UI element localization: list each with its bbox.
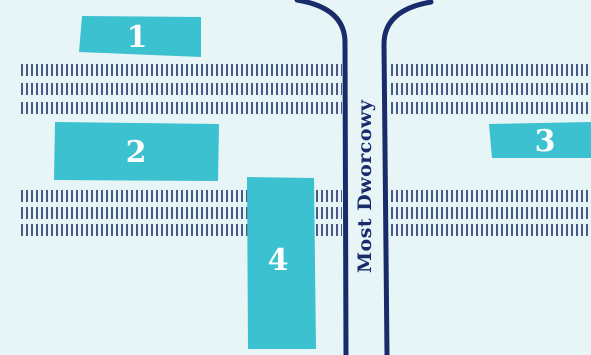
track-group-upper — [20, 64, 591, 114]
platform-label: 2 — [126, 135, 147, 170]
track — [390, 102, 591, 114]
platform-shape — [489, 122, 591, 158]
track — [390, 224, 591, 236]
platform-label: 1 — [127, 20, 148, 55]
track — [390, 64, 591, 76]
platform-shape — [79, 16, 201, 57]
track — [390, 207, 591, 219]
platform-1[interactable]: 1 — [79, 16, 201, 57]
track — [390, 190, 591, 202]
track — [20, 102, 342, 114]
platform-3[interactable]: 3 — [489, 122, 591, 159]
platform-shape — [247, 177, 316, 349]
bridge-label: Most Dworcowy — [354, 99, 376, 273]
platform-4[interactable]: 4 — [247, 177, 316, 349]
platform-2[interactable]: 2 — [54, 122, 219, 181]
bridge-edge-right — [381, 0, 434, 355]
platform-label: 4 — [268, 243, 289, 278]
bridge-edge-left — [294, 0, 349, 355]
track — [20, 64, 342, 76]
bridge-most-dworcowy: Most Dworcowy — [294, 0, 434, 355]
platform-label: 3 — [535, 124, 556, 159]
track — [390, 83, 591, 95]
platform-shape — [54, 122, 219, 181]
track — [20, 83, 342, 95]
